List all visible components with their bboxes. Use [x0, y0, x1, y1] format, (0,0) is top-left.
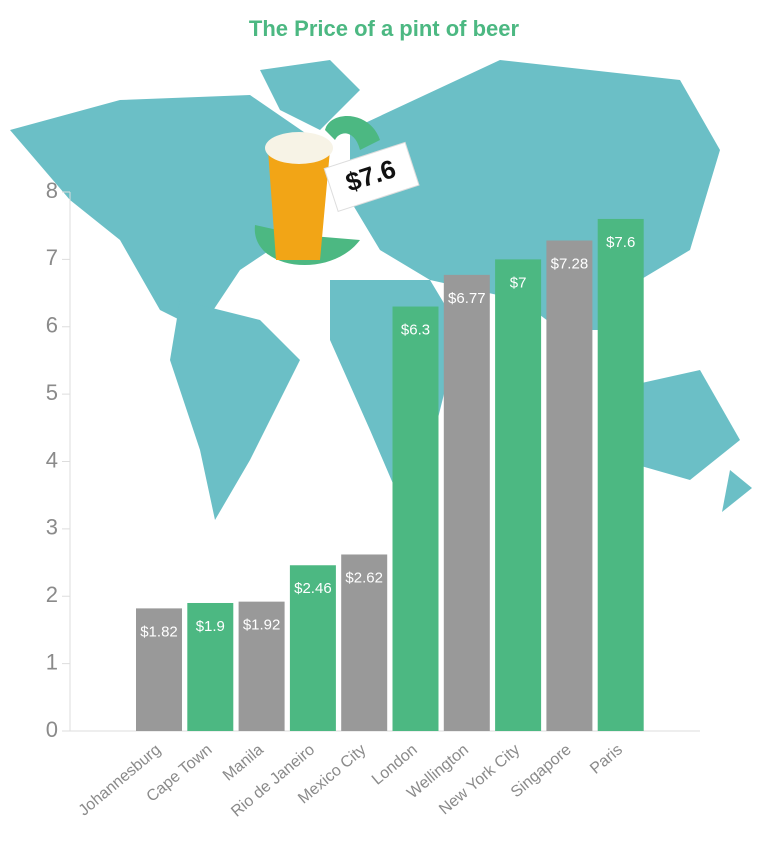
bar — [495, 259, 542, 731]
value-label: $7.28 — [551, 255, 589, 272]
y-tick-label: 8 — [46, 178, 58, 203]
bar — [597, 218, 644, 731]
y-tick-label: 7 — [46, 245, 58, 270]
y-tick-label: 0 — [46, 717, 58, 742]
value-label: $6.3 — [401, 322, 430, 339]
bar — [546, 240, 593, 731]
value-label: $7.6 — [606, 234, 635, 251]
y-tick-label: 4 — [46, 447, 58, 472]
bar — [443, 274, 490, 731]
bar — [187, 602, 234, 731]
y-tick-label: 2 — [46, 582, 58, 607]
bar — [341, 554, 388, 731]
y-tick-label: 1 — [46, 649, 58, 674]
bar — [238, 601, 285, 731]
x-tick-label: Manila — [220, 741, 267, 784]
value-label: $1.92 — [243, 617, 281, 634]
x-tick-label: Johannesburg — [76, 741, 165, 819]
value-label: $2.62 — [345, 569, 383, 586]
bar — [392, 306, 439, 731]
value-label: $1.82 — [140, 623, 178, 640]
y-tick-label: 5 — [46, 380, 58, 405]
beer-illustration: $7.6 — [254, 116, 420, 266]
value-label: $6.77 — [448, 290, 486, 307]
chart-title: The Price of a pint of beer — [249, 16, 520, 41]
bar — [136, 608, 182, 731]
value-label: $7 — [510, 274, 527, 291]
value-label: $1.9 — [196, 618, 225, 635]
y-tick-label: 3 — [46, 515, 58, 540]
bar — [289, 565, 336, 731]
y-tick-label: 6 — [46, 313, 58, 338]
value-label: $2.46 — [294, 580, 332, 597]
x-tick-label: Paris — [587, 741, 626, 777]
